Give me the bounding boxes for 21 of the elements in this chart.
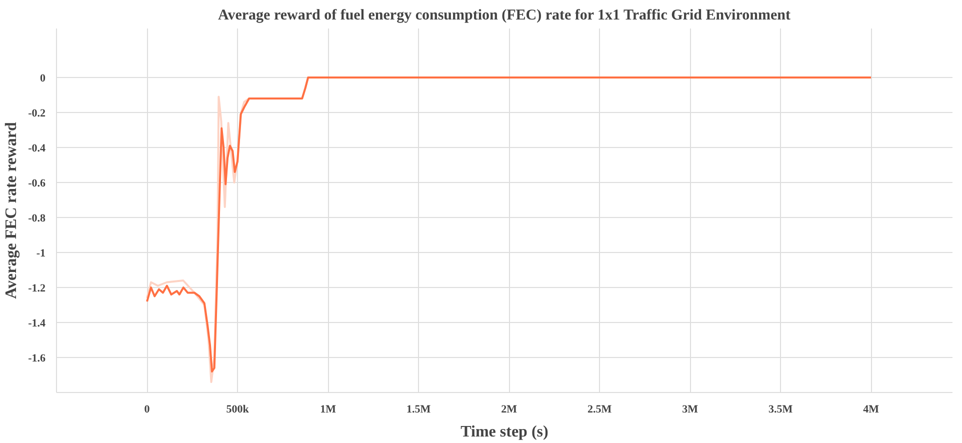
y-tick-label: -1.6 <box>28 352 46 364</box>
y-tick-label: -1 <box>36 248 46 260</box>
x-tick-label: 1M <box>320 404 337 416</box>
x-tick-label: 4M <box>863 404 880 416</box>
x-tick-label: 500k <box>226 404 250 416</box>
x-tick-label: 2.5M <box>587 404 612 416</box>
chart-title: Average reward of fuel energy consumption (FEC) rate for 1x1 Traffic Grid Environment <box>218 8 790 24</box>
x-tick-label: 3.5M <box>768 404 794 416</box>
x-axis-title: Time step (s) <box>460 424 548 440</box>
x-tick-label: 2M <box>501 404 518 416</box>
x-tick-label: 0 <box>144 404 150 416</box>
x-tick-label: 3M <box>682 404 699 416</box>
y-tick-label: -1.4 <box>28 318 46 330</box>
y-tick-label: -0.4 <box>28 142 46 154</box>
y-tick-label: -0.2 <box>28 108 46 120</box>
y-tick-label: 0 <box>40 72 46 84</box>
y-tick-label: -0.8 <box>28 212 46 224</box>
y-axis-title: Average FEC rate reward <box>3 122 20 299</box>
y-tick-label: -1.2 <box>28 282 46 294</box>
y-tick-label: -0.6 <box>28 178 46 190</box>
x-tick-label: 1.5M <box>406 404 432 416</box>
